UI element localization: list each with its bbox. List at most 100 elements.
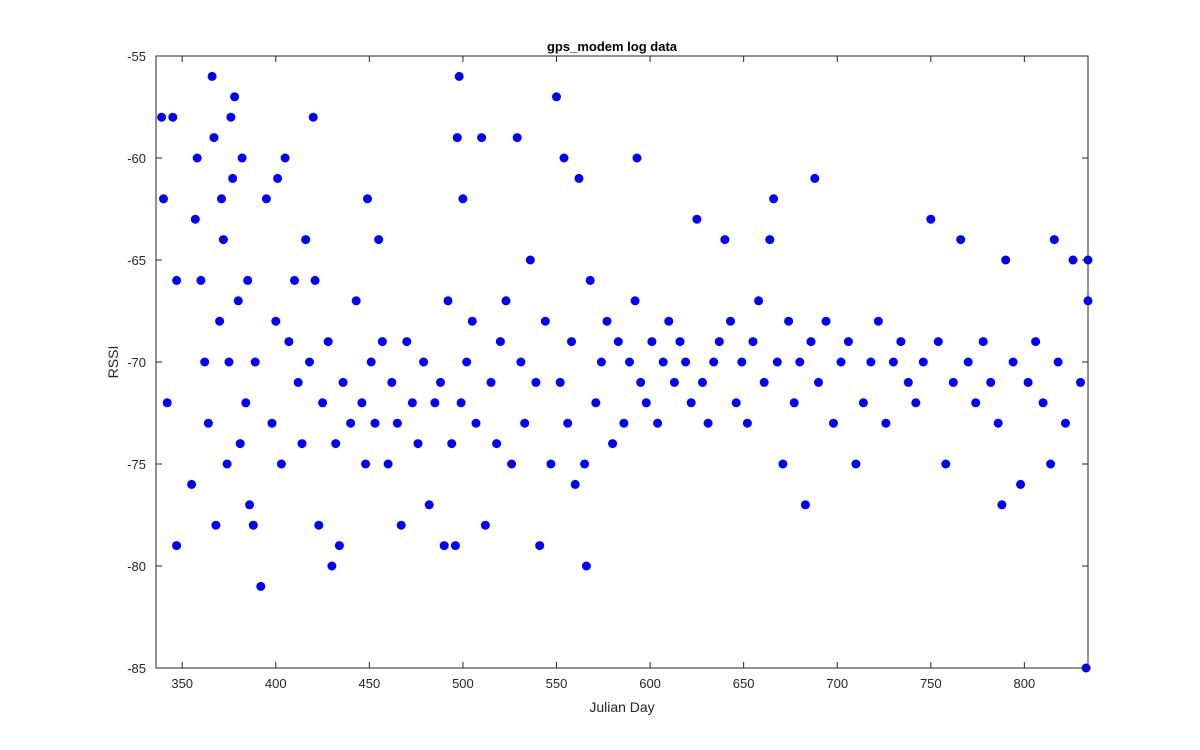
data-point	[407, 398, 417, 408]
data-point	[956, 235, 966, 245]
data-point	[486, 377, 496, 387]
data-point	[351, 296, 361, 306]
data-point	[361, 459, 371, 469]
data-point	[1076, 377, 1085, 387]
data-point	[772, 357, 782, 367]
data-point	[159, 194, 168, 204]
data-point	[402, 337, 412, 347]
data-point	[424, 500, 434, 510]
data-point	[535, 541, 545, 551]
data-point	[851, 459, 861, 469]
data-point	[630, 296, 640, 306]
data-point	[1061, 418, 1070, 428]
data-point	[200, 357, 210, 367]
data-point	[1023, 377, 1033, 387]
data-point	[207, 71, 217, 81]
data-point	[157, 112, 167, 122]
data-point	[581, 561, 591, 571]
data-point	[162, 398, 172, 408]
data-point	[363, 194, 372, 204]
data-point	[784, 316, 794, 326]
data-point	[742, 418, 752, 428]
data-point	[203, 418, 213, 428]
data-point	[327, 561, 337, 571]
x-tick-label: 450	[358, 676, 380, 691]
data-point	[366, 357, 376, 367]
data-point	[168, 112, 178, 122]
data-point	[769, 194, 779, 204]
data-point	[456, 398, 466, 408]
data-point	[903, 377, 913, 387]
data-point	[256, 581, 266, 591]
x-tick-label: 500	[452, 676, 474, 691]
data-point	[495, 337, 505, 347]
data-point	[567, 337, 576, 347]
data-point	[986, 377, 996, 387]
data-point	[241, 398, 251, 408]
data-point	[866, 357, 876, 367]
data-point	[559, 153, 569, 163]
x-tick-label: 400	[265, 676, 287, 691]
y-tick-label: -65	[127, 253, 146, 268]
data-point	[653, 418, 663, 428]
data-point	[323, 337, 333, 347]
data-point	[271, 316, 281, 326]
data-point	[439, 541, 449, 551]
data-point	[632, 153, 642, 163]
data-point	[458, 194, 468, 204]
data-point	[563, 418, 573, 428]
data-point	[305, 357, 314, 367]
data-point	[512, 133, 522, 143]
data-point	[471, 418, 481, 428]
data-point	[520, 418, 530, 428]
data-point	[971, 398, 981, 408]
data-point	[698, 377, 707, 387]
data-point	[370, 418, 380, 428]
data-point	[196, 275, 206, 285]
y-tick-label: -60	[127, 151, 146, 166]
data-point	[1038, 398, 1048, 408]
data-point	[454, 71, 464, 81]
y-tick-label: -85	[127, 661, 146, 676]
data-point	[261, 194, 271, 204]
data-point	[507, 459, 517, 469]
data-point	[636, 377, 646, 387]
data-point	[396, 520, 406, 530]
data-point	[226, 112, 236, 122]
data-point	[467, 316, 477, 326]
data-point	[608, 439, 618, 449]
data-point	[546, 459, 556, 469]
data-point	[211, 520, 221, 530]
x-tick-label: 800	[1014, 676, 1036, 691]
data-point	[462, 357, 472, 367]
data-point	[1053, 357, 1063, 367]
data-point	[941, 459, 951, 469]
data-point	[284, 337, 294, 347]
plot-area	[155, 55, 1089, 669]
data-point	[993, 418, 1003, 428]
data-point	[552, 92, 561, 102]
data-point	[806, 337, 816, 347]
data-point	[1016, 479, 1026, 489]
data-point	[477, 133, 487, 143]
data-point	[1001, 255, 1011, 265]
data-point	[531, 377, 541, 387]
data-point	[737, 357, 747, 367]
data-point	[290, 275, 299, 285]
x-tick-label: 550	[546, 676, 568, 691]
data-point	[172, 275, 182, 285]
data-point	[795, 357, 805, 367]
data-point	[190, 214, 200, 224]
data-point	[436, 377, 445, 387]
data-point	[314, 520, 324, 530]
data-point	[570, 479, 580, 489]
data-point	[525, 255, 535, 265]
data-point	[681, 357, 691, 367]
data-point	[297, 439, 307, 449]
x-tick-label: 700	[826, 676, 848, 691]
data-point	[452, 133, 462, 143]
data-point	[641, 398, 651, 408]
data-point	[821, 316, 831, 326]
data-point	[480, 520, 490, 530]
y-tick-label: -75	[127, 457, 146, 472]
